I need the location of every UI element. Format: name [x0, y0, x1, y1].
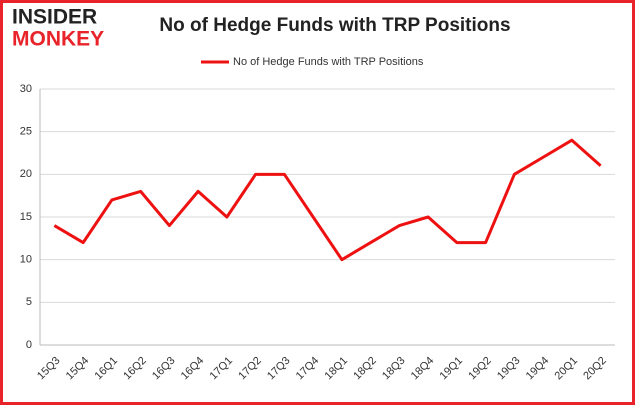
y-tick-label: 30	[20, 83, 32, 95]
y-tick-label: 0	[26, 339, 32, 351]
logo-line1: INSIDER	[12, 6, 97, 29]
logo-line2: MONKEY	[12, 28, 104, 51]
y-tick-label: 20	[20, 168, 32, 180]
series-line	[53, 138, 602, 262]
y-tick-label: 25	[20, 126, 32, 138]
y-tick-label: 10	[20, 254, 32, 266]
y-tick-label: 15	[20, 211, 32, 223]
chart-title: No of Hedge Funds with TRP Positions	[159, 15, 510, 36]
legend: No of Hedge Funds with TRP Positions	[201, 56, 424, 68]
legend-label: No of Hedge Funds with TRP Positions	[233, 56, 424, 68]
y-tick-label: 5	[26, 296, 32, 308]
